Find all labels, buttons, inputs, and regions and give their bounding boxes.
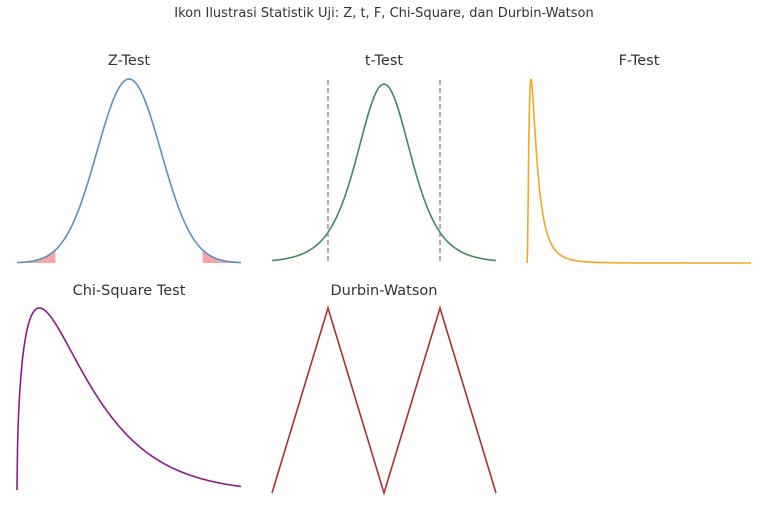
- panel-durbin-watson: Durbin-Watson: [271, 283, 497, 496]
- durbin-watson-plot: [271, 305, 497, 496]
- z-normal-curve: [16, 78, 242, 264]
- chi-square-curve: [16, 307, 242, 490]
- z-left-tail-area: [17, 249, 56, 263]
- f-distribution-curve: [526, 78, 751, 264]
- f-test-title: F-Test: [619, 53, 660, 69]
- durbin-watson-title: Durbin-Watson: [331, 283, 438, 299]
- z-test-title: Z-Test: [108, 53, 150, 69]
- figure-suptitle: Ikon Ilustrasi Statistik Uji: Z, t, F, C…: [174, 6, 593, 21]
- chi-square-test-plot: [16, 307, 242, 490]
- panel-f-test: F-Test: [526, 53, 751, 264]
- chi-square-test-title: Chi-Square Test: [73, 283, 186, 299]
- t-test-title: t-Test: [365, 53, 403, 69]
- t-distribution-curve: [271, 83, 497, 262]
- t-test-plot: [271, 80, 497, 263]
- panel-z-test: Z-Test: [16, 53, 242, 264]
- panel-t-test: t-Test: [271, 53, 497, 263]
- f-test-plot: [526, 78, 751, 264]
- z-right-tail-area: [202, 249, 241, 263]
- z-test-plot: [16, 78, 242, 264]
- panel-chi-square-test: Chi-Square Test: [16, 283, 242, 490]
- durbin-watson-line: [271, 305, 497, 496]
